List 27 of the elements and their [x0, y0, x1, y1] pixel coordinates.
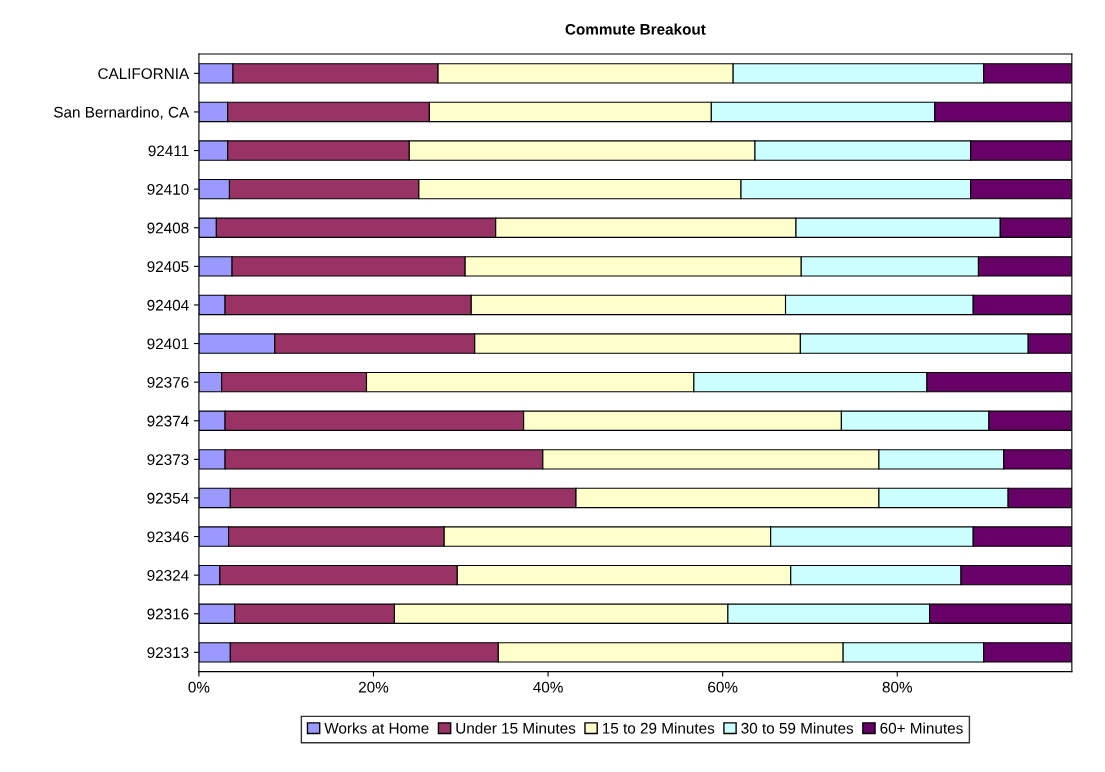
y-tick-label: 92354	[147, 492, 189, 504]
y-tick-label: 92404	[147, 299, 189, 311]
y-tick-label: 92373	[147, 454, 189, 466]
y-tick-label: 92411	[148, 145, 189, 157]
legend-label: 60+ Minutes	[880, 722, 963, 734]
legend-label: Works at Home	[324, 722, 429, 734]
x-tick-label: 60%	[708, 681, 738, 693]
legend-label: 30 to 59 Minutes	[741, 722, 854, 734]
x-tick-label: 80%	[882, 681, 913, 693]
y-tick-label: 92316	[147, 608, 189, 620]
chart-title: Commute Breakout	[565, 23, 706, 35]
y-tick-label: CALIFORNIA	[98, 68, 190, 80]
x-tick-label: 40%	[533, 681, 563, 693]
y-tick-label: 92324	[147, 570, 189, 581]
y-tick-label: 92376	[147, 377, 189, 388]
legend-label: 15 to 29 Minutes	[602, 722, 715, 734]
y-tick-label: 92410	[147, 184, 189, 195]
x-tick-label: 0%	[188, 681, 210, 693]
y-tick-label: 92405	[147, 261, 189, 273]
y-tick-label: 92374	[147, 415, 189, 427]
y-tick-label: 92313	[147, 647, 189, 659]
y-tick-label: San Bernardino, CA	[54, 106, 190, 120]
y-tick-label: 92408	[147, 222, 189, 234]
x-tick-label: 20%	[358, 681, 389, 693]
y-tick-label: 92346	[147, 531, 189, 543]
y-tick-label: 92401	[147, 338, 189, 350]
legend-label: Under 15 Minutes	[456, 722, 576, 734]
